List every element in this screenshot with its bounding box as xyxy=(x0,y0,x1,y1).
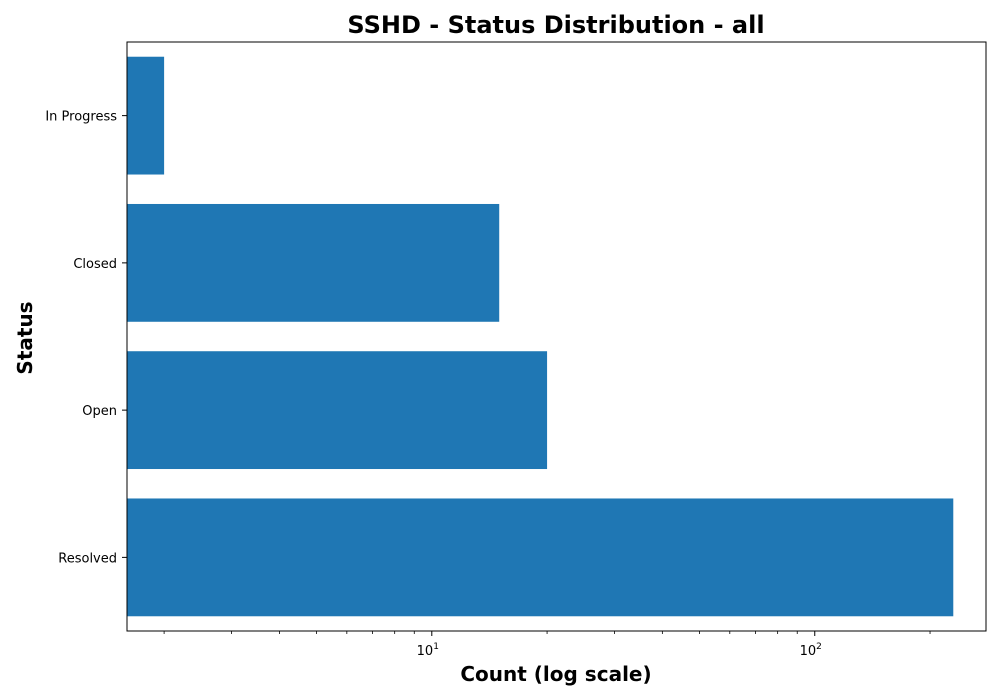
y-tick-label: Open xyxy=(82,404,117,419)
x-tick-label: 102 xyxy=(800,642,822,659)
y-tick-label: Closed xyxy=(73,257,117,272)
bar-open xyxy=(127,351,548,470)
y-axis-label: Status xyxy=(13,301,37,374)
chart-title: SSHD - Status Distribution - all xyxy=(347,11,764,39)
bar-resolved xyxy=(127,498,954,617)
y-tick-label: Resolved xyxy=(58,551,117,566)
x-axis-label: Count (log scale) xyxy=(460,662,651,686)
bars-group xyxy=(127,56,954,617)
bar-in-progress xyxy=(127,56,165,175)
y-axis-ticks: Resolved Open Closed In Progress xyxy=(45,110,127,566)
x-tick-label: 101 xyxy=(417,642,439,659)
y-tick-label: In Progress xyxy=(45,110,117,125)
bar-closed xyxy=(127,203,500,322)
x-axis-ticks: 101 102 xyxy=(163,631,931,659)
plot-frame xyxy=(126,41,987,632)
